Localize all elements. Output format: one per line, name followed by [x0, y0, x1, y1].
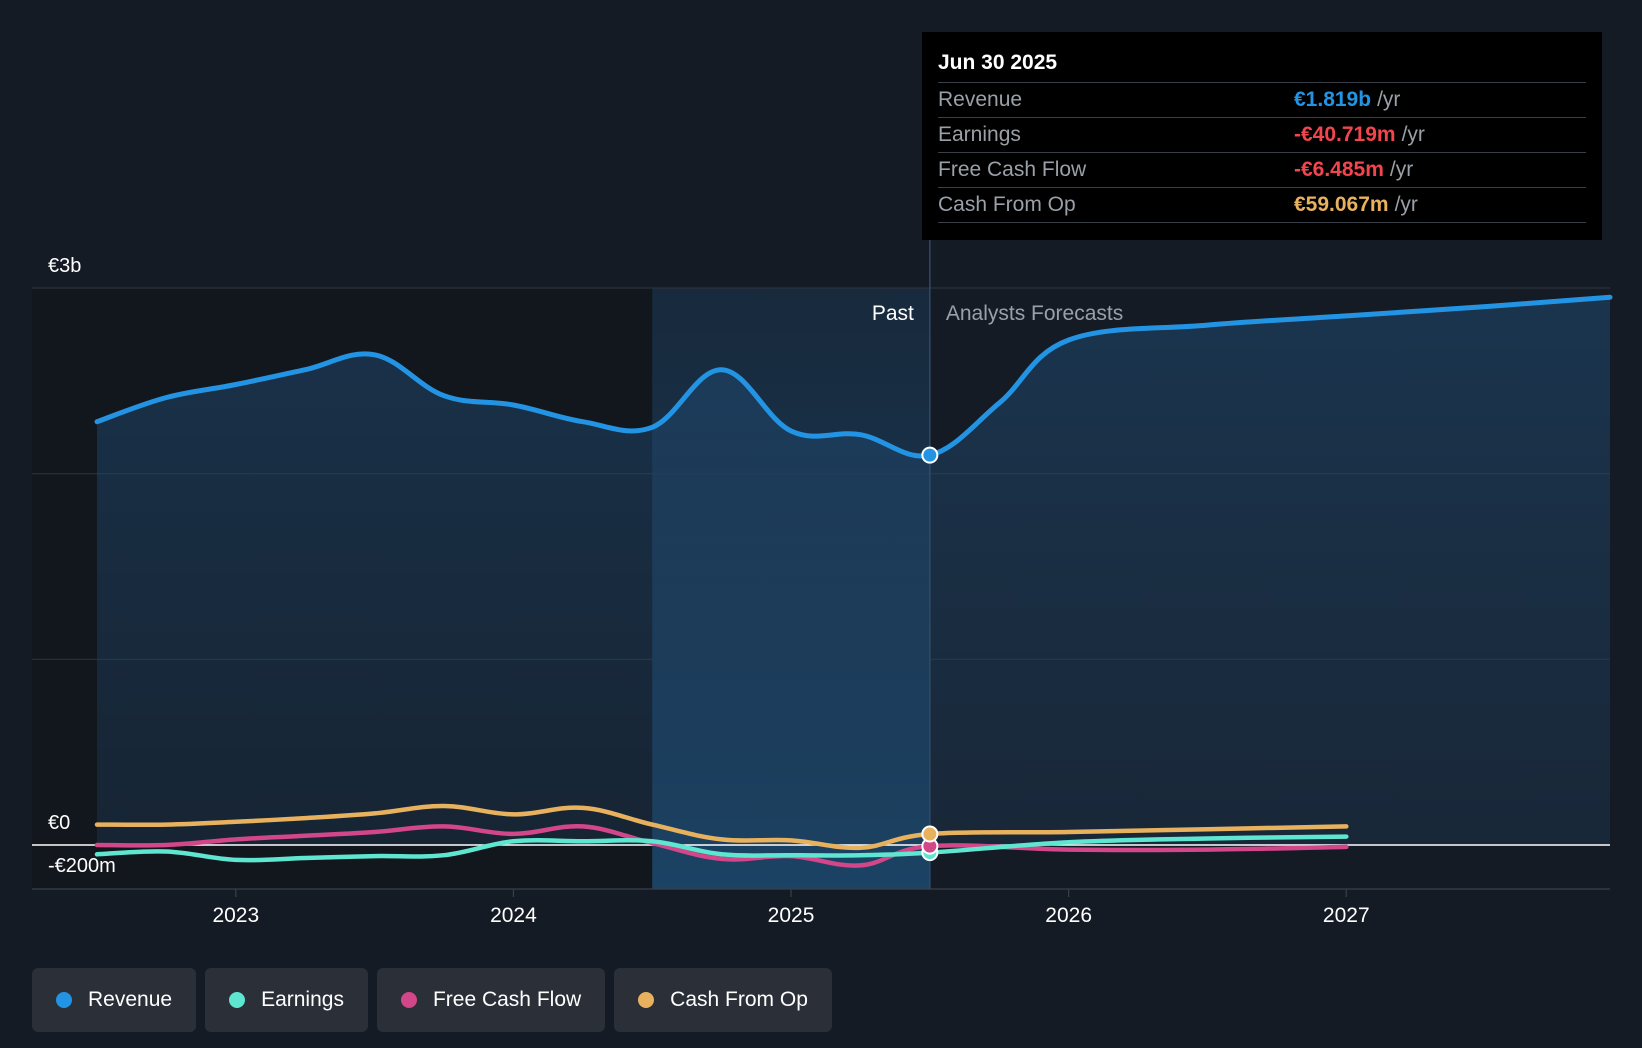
- x-tick-label: 2023: [212, 904, 259, 927]
- tooltip-label: Cash From Op: [938, 193, 1076, 216]
- tooltip-label: Free Cash Flow: [938, 158, 1087, 181]
- tooltip: Jun 30 2025 Revenue €1.819b/yr Earnings …: [922, 32, 1602, 240]
- cfo-highlight-point: [921, 825, 939, 843]
- revenue-dot-icon: [56, 992, 72, 1008]
- legend-item-cfo[interactable]: Cash From Op: [614, 968, 832, 1032]
- tooltip-row-earnings: Earnings -€40.719m/yr: [938, 118, 1586, 153]
- tooltip-value: -€40.719m/yr: [1294, 118, 1425, 152]
- cfo-dot-icon: [638, 992, 655, 1008]
- tooltip-value: -€6.485m/yr: [1294, 153, 1413, 187]
- tooltip-row-revenue: Revenue €1.819b/yr: [938, 83, 1586, 118]
- tooltip-row-cfo: Cash From Op €59.067m/yr: [938, 188, 1586, 223]
- highlight-points: [921, 446, 939, 862]
- x-tick-label: 2027: [1323, 904, 1370, 927]
- legend-label: Revenue: [88, 988, 173, 1011]
- tooltip-value-text: €1.819b: [1294, 88, 1372, 111]
- tooltip-date: Jun 30 2025: [938, 48, 1586, 83]
- x-tick-label: 2026: [1045, 904, 1092, 927]
- revenue-line: [94, 294, 1613, 459]
- revenue-highlight-point: [921, 446, 939, 464]
- legend-label: Cash From Op: [670, 988, 808, 1011]
- legend-item-fcf[interactable]: Free Cash Flow: [376, 968, 606, 1032]
- tooltip-value-text: -€40.719m: [1294, 123, 1396, 146]
- tooltip-label: Earnings: [938, 123, 1021, 146]
- tooltip-value: €59.067m/yr: [1294, 188, 1418, 222]
- tooltip-value-text: €59.067m: [1294, 193, 1389, 216]
- earnings-line: [94, 834, 1349, 863]
- tooltip-unit: /yr: [1377, 88, 1401, 111]
- x-tick-label: 2024: [490, 904, 537, 927]
- tooltip-unit: /yr: [1394, 193, 1418, 216]
- earnings-dot-icon: [229, 992, 246, 1008]
- tooltip-unit: /yr: [1401, 123, 1425, 146]
- fcf-dot-icon: [400, 992, 417, 1008]
- tooltip-unit: /yr: [1389, 158, 1414, 181]
- legend-item-revenue[interactable]: Revenue: [32, 968, 197, 1032]
- past-label: Past: [872, 302, 914, 325]
- legend: Revenue Earnings Free Cash Flow Cash Fro…: [32, 968, 832, 1032]
- y-tick-label-zero: €0: [48, 812, 70, 834]
- tooltip-label: Revenue: [938, 88, 1023, 111]
- cfo-line: [94, 803, 1349, 851]
- legend-label: Free Cash Flow: [432, 988, 582, 1011]
- revenue-area: [97, 297, 1610, 845]
- series-lines: [32, 294, 1613, 868]
- y-tick-label-top: €3b: [48, 255, 81, 277]
- tooltip-row-fcf: Free Cash Flow -€6.485m/yr: [938, 153, 1586, 188]
- x-axis: 2023 2024 2025 2026 2027: [212, 889, 1370, 927]
- x-tick-label: 2025: [768, 904, 815, 927]
- legend-label: Earnings: [261, 988, 344, 1011]
- legend-item-earnings[interactable]: Earnings: [205, 968, 368, 1032]
- y-tick-label-bottom: -€200m: [48, 855, 116, 877]
- forecast-label: Analysts Forecasts: [946, 302, 1123, 325]
- tooltip-value: €1.819b/yr: [1294, 83, 1400, 117]
- tooltip-value-text: -€6.485m: [1294, 158, 1384, 181]
